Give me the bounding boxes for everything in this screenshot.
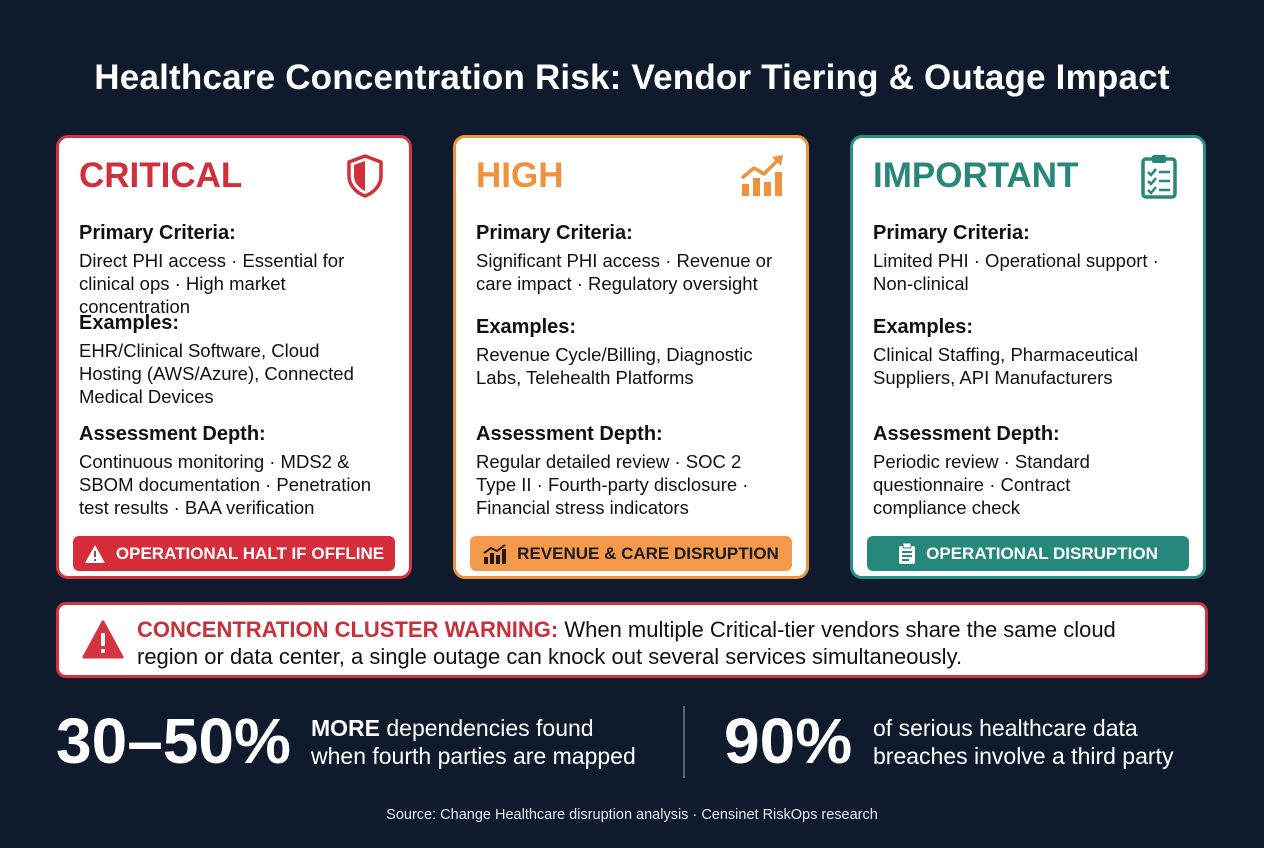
- criteria-line: Non-clinical: [873, 273, 969, 294]
- shield-icon: [347, 154, 383, 198]
- depth-line: SBOM documentation · Penetration: [79, 474, 372, 495]
- stat-desc-line: when fourth parties are mapped: [311, 743, 636, 769]
- examples-line: Labs, Telehealth Platforms: [476, 367, 694, 388]
- impact-badge: OPERATIONAL DISRUPTION: [867, 536, 1189, 571]
- stat-desc-line: of serious healthcare data: [873, 715, 1138, 741]
- impact-badge: REVENUE & CARE DISRUPTION: [470, 536, 792, 571]
- examples-line: Revenue Cycle/Billing, Diagnostic: [476, 344, 753, 365]
- tier-name: HIGH: [476, 156, 564, 195]
- examples-label: Examples:: [79, 312, 180, 334]
- tier-card-important: IMPORTANT Primary Criteria: Limited PHI …: [850, 135, 1206, 579]
- trending-up-chart-icon: [740, 155, 783, 196]
- stats-divider: [683, 706, 685, 778]
- depth-line: test results · BAA verification: [79, 497, 315, 518]
- impact-badge: OPERATIONAL HALT IF OFFLINE: [73, 536, 395, 571]
- concentration-warning-banner: CONCENTRATION CLUSTER WARNING: When mult…: [56, 602, 1208, 678]
- stat-emphasis: MORE: [311, 715, 380, 741]
- examples-section: Examples: Clinical Staffing, Pharmaceuti…: [873, 316, 1195, 389]
- source-footnote: Source: Change Healthcare disruption ana…: [386, 807, 878, 823]
- criteria-label: Primary Criteria:: [873, 222, 1030, 244]
- examples-line: Hosting (AWS/Azure), Connected: [79, 363, 354, 384]
- criteria-line: care impact · Regulatory oversight: [476, 273, 758, 294]
- depth-section: Assessment Depth: Regular detailed revie…: [476, 423, 798, 519]
- depth-text: Periodic review · Standard questionnaire…: [873, 450, 1195, 519]
- depth-text: Continuous monitoring · MDS2 & SBOM docu…: [79, 450, 401, 519]
- depth-label: Assessment Depth:: [873, 423, 1060, 445]
- depth-text: Regular detailed review · SOC 2 Type II …: [476, 450, 798, 519]
- examples-text: Clinical Staffing, Pharmaceutical Suppli…: [873, 343, 1195, 389]
- warning-triangle-icon: [84, 544, 105, 563]
- examples-section: Examples: EHR/Clinical Software, Cloud H…: [79, 312, 401, 408]
- examples-text: EHR/Clinical Software, Cloud Hosting (AW…: [79, 339, 401, 408]
- depth-line: Regular detailed review · SOC 2: [476, 451, 742, 472]
- depth-label: Assessment Depth:: [79, 423, 266, 445]
- depth-section: Assessment Depth: Continuous monitoring …: [79, 423, 401, 519]
- depth-line: Continuous monitoring · MDS2 &: [79, 451, 350, 472]
- criteria-line: Significant PHI access · Revenue or: [476, 250, 773, 271]
- criteria-line: clinical ops · High market concentration: [79, 273, 286, 317]
- examples-section: Examples: Revenue Cycle/Billing, Diagnos…: [476, 316, 798, 389]
- criteria-text: Significant PHI access · Revenue or care…: [476, 249, 798, 295]
- examples-label: Examples:: [476, 316, 577, 338]
- depth-label: Assessment Depth:: [476, 423, 663, 445]
- tier-card-high: HIGH Primary Criteria: Significant PHI a…: [453, 135, 809, 579]
- impact-label: REVENUE & CARE DISRUPTION: [517, 543, 779, 563]
- warning-body: When multiple Critical-tier vendors shar…: [558, 617, 1116, 642]
- depth-line: Financial stress indicators: [476, 497, 689, 518]
- criteria-section: Primary Criteria: Significant PHI access…: [476, 222, 798, 295]
- tier-card-critical: CRITICAL Primary Criteria: Direct PHI ac…: [56, 135, 412, 579]
- criteria-section: Primary Criteria: Direct PHI access · Es…: [79, 222, 401, 318]
- stat-value: 30–50%: [56, 705, 291, 777]
- stat-desc-line: dependencies found: [380, 715, 594, 741]
- depth-line: questionnaire · Contract: [873, 474, 1071, 495]
- bar-chart-icon: [483, 543, 507, 564]
- tier-name: IMPORTANT: [873, 156, 1079, 195]
- examples-line: Suppliers, API Manufacturers: [873, 367, 1113, 388]
- impact-label: OPERATIONAL HALT IF OFFLINE: [115, 543, 385, 563]
- page-title: Healthcare Concentration Risk: Vendor Ti…: [94, 58, 1170, 97]
- criteria-line: Limited PHI · Operational support ·: [873, 250, 1159, 271]
- examples-text: Revenue Cycle/Billing, Diagnostic Labs, …: [476, 343, 798, 389]
- impact-label: OPERATIONAL DISRUPTION: [926, 543, 1158, 563]
- depth-line: Type II · Fourth-party disclosure ·: [476, 474, 749, 495]
- warning-triangle-icon: [82, 620, 124, 659]
- criteria-text: Direct PHI access · Essential for clinic…: [79, 249, 401, 318]
- criteria-label: Primary Criteria:: [476, 222, 633, 244]
- tier-name: CRITICAL: [79, 156, 243, 195]
- criteria-text: Limited PHI · Operational support · Non-…: [873, 249, 1195, 295]
- depth-section: Assessment Depth: Periodic review · Stan…: [873, 423, 1195, 519]
- stat-description: MORE dependencies found when fourth part…: [311, 714, 636, 770]
- clipboard-checklist-icon: [1141, 155, 1177, 199]
- examples-label: Examples:: [873, 316, 974, 338]
- warning-text: CONCENTRATION CLUSTER WARNING: When mult…: [137, 616, 1185, 670]
- stat-desc-line: breaches involve a third party: [873, 743, 1174, 769]
- depth-line: compliance check: [873, 497, 1021, 518]
- examples-line: Medical Devices: [79, 386, 214, 407]
- warning-label: CONCENTRATION CLUSTER WARNING:: [137, 617, 559, 642]
- stat-description: of serious healthcare data breaches invo…: [873, 714, 1173, 770]
- warning-body: region or data center, a single outage c…: [137, 644, 963, 669]
- stat-value: 90%: [724, 705, 853, 777]
- criteria-label: Primary Criteria:: [79, 222, 236, 244]
- examples-line: EHR/Clinical Software, Cloud: [79, 340, 320, 361]
- depth-line: Periodic review · Standard: [873, 451, 1090, 472]
- criteria-line: Direct PHI access · Essential for: [79, 250, 345, 271]
- clipboard-icon: [899, 542, 916, 564]
- examples-line: Clinical Staffing, Pharmaceutical: [873, 344, 1138, 365]
- criteria-section: Primary Criteria: Limited PHI · Operatio…: [873, 222, 1195, 295]
